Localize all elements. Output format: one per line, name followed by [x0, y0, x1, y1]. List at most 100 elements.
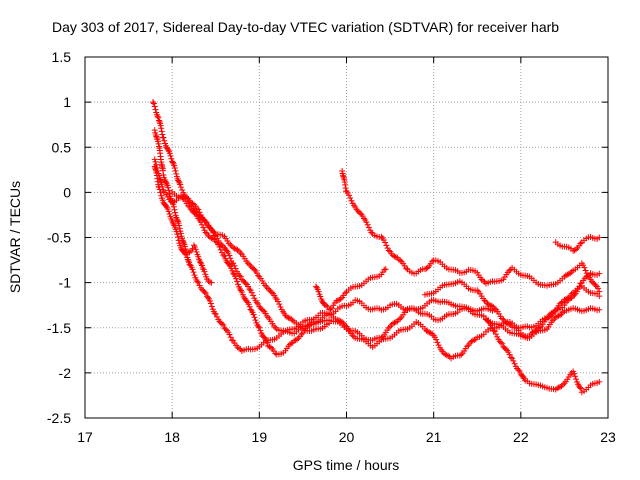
data-point — [156, 183, 163, 190]
data-point — [487, 322, 494, 329]
series-track-9 — [482, 316, 603, 396]
data-point — [212, 238, 219, 245]
y-tick-label: 0.5 — [52, 139, 72, 155]
data-point — [504, 320, 511, 327]
data-point — [427, 329, 434, 336]
data-point — [515, 366, 522, 373]
data-point — [294, 336, 301, 343]
data-point — [158, 192, 165, 199]
data-point — [382, 239, 389, 246]
data-point — [216, 244, 223, 251]
data-point — [429, 258, 436, 265]
data-point — [364, 221, 371, 228]
data-point — [327, 306, 334, 313]
data-point — [211, 310, 218, 317]
data-point — [199, 221, 206, 228]
y-tick-label: -0.5 — [47, 230, 71, 246]
data-point — [155, 140, 162, 147]
data-point — [260, 307, 267, 314]
data-point — [488, 302, 495, 309]
x-tick-label: 19 — [252, 429, 268, 445]
data-point — [175, 237, 182, 244]
data-point — [549, 317, 556, 324]
data-point — [209, 235, 216, 242]
data-point — [202, 271, 209, 278]
data-point — [250, 292, 257, 299]
data-point — [196, 258, 203, 265]
data-point — [456, 352, 463, 359]
data-point — [348, 197, 355, 204]
data-point — [596, 270, 603, 277]
data-point — [326, 320, 333, 327]
data-point — [165, 208, 172, 215]
data-point — [226, 252, 233, 259]
data-point — [192, 208, 199, 215]
data-point — [510, 357, 517, 364]
data-point — [581, 264, 588, 271]
data-point — [175, 178, 182, 185]
data-point — [227, 241, 234, 248]
data-point — [492, 331, 499, 338]
chart-title: Day 303 of 2017, Sidereal Day-to-day VTE… — [52, 19, 559, 35]
data-point — [323, 302, 330, 309]
data-point — [503, 319, 510, 326]
data-point — [264, 339, 271, 346]
data-point — [334, 316, 341, 323]
data-point — [485, 318, 492, 325]
data-point — [491, 305, 498, 312]
data-point — [596, 234, 603, 241]
data-point — [555, 384, 562, 391]
data-point — [209, 228, 216, 235]
data-point — [191, 272, 198, 279]
data-point — [235, 281, 242, 288]
data-point — [584, 272, 591, 279]
data-point — [554, 313, 561, 320]
data-point — [208, 279, 215, 286]
data-point — [237, 249, 244, 256]
y-tick-label: 0 — [63, 184, 71, 200]
data-point — [499, 340, 506, 347]
data-point — [197, 259, 204, 266]
data-point — [342, 322, 349, 329]
data-point — [250, 311, 257, 318]
data-point — [190, 269, 197, 276]
data-point — [167, 152, 174, 159]
data-point — [184, 256, 191, 263]
y-axis-label: SDTVAR / TECUs — [7, 181, 23, 293]
data-point — [185, 258, 192, 265]
data-point — [208, 235, 215, 242]
data-point — [255, 272, 262, 279]
data-point — [170, 203, 177, 210]
data-point — [345, 192, 352, 199]
data-point — [177, 181, 184, 188]
data-point — [237, 273, 244, 280]
data-point — [158, 125, 165, 132]
data-point — [152, 158, 159, 165]
data-point — [542, 316, 549, 323]
data-point — [305, 322, 312, 329]
y-tick-label: 1.5 — [52, 49, 72, 65]
data-layer — [149, 99, 603, 396]
data-point — [464, 343, 471, 350]
series-track-4 — [151, 163, 215, 286]
data-point — [194, 209, 201, 216]
data-point — [226, 331, 233, 338]
data-point — [490, 327, 497, 334]
data-point — [565, 296, 572, 303]
data-point — [564, 271, 571, 278]
data-point — [165, 184, 172, 191]
data-point — [257, 327, 264, 334]
data-point — [202, 218, 209, 225]
data-point — [166, 190, 173, 197]
data-point — [172, 167, 179, 174]
data-point — [150, 100, 157, 107]
data-point — [339, 319, 346, 326]
data-point — [201, 288, 208, 295]
data-point — [172, 209, 179, 216]
data-point — [596, 288, 603, 295]
data-point — [383, 242, 390, 249]
data-point — [554, 385, 561, 392]
data-point — [506, 267, 513, 274]
data-point — [169, 159, 176, 166]
data-point — [272, 294, 279, 301]
